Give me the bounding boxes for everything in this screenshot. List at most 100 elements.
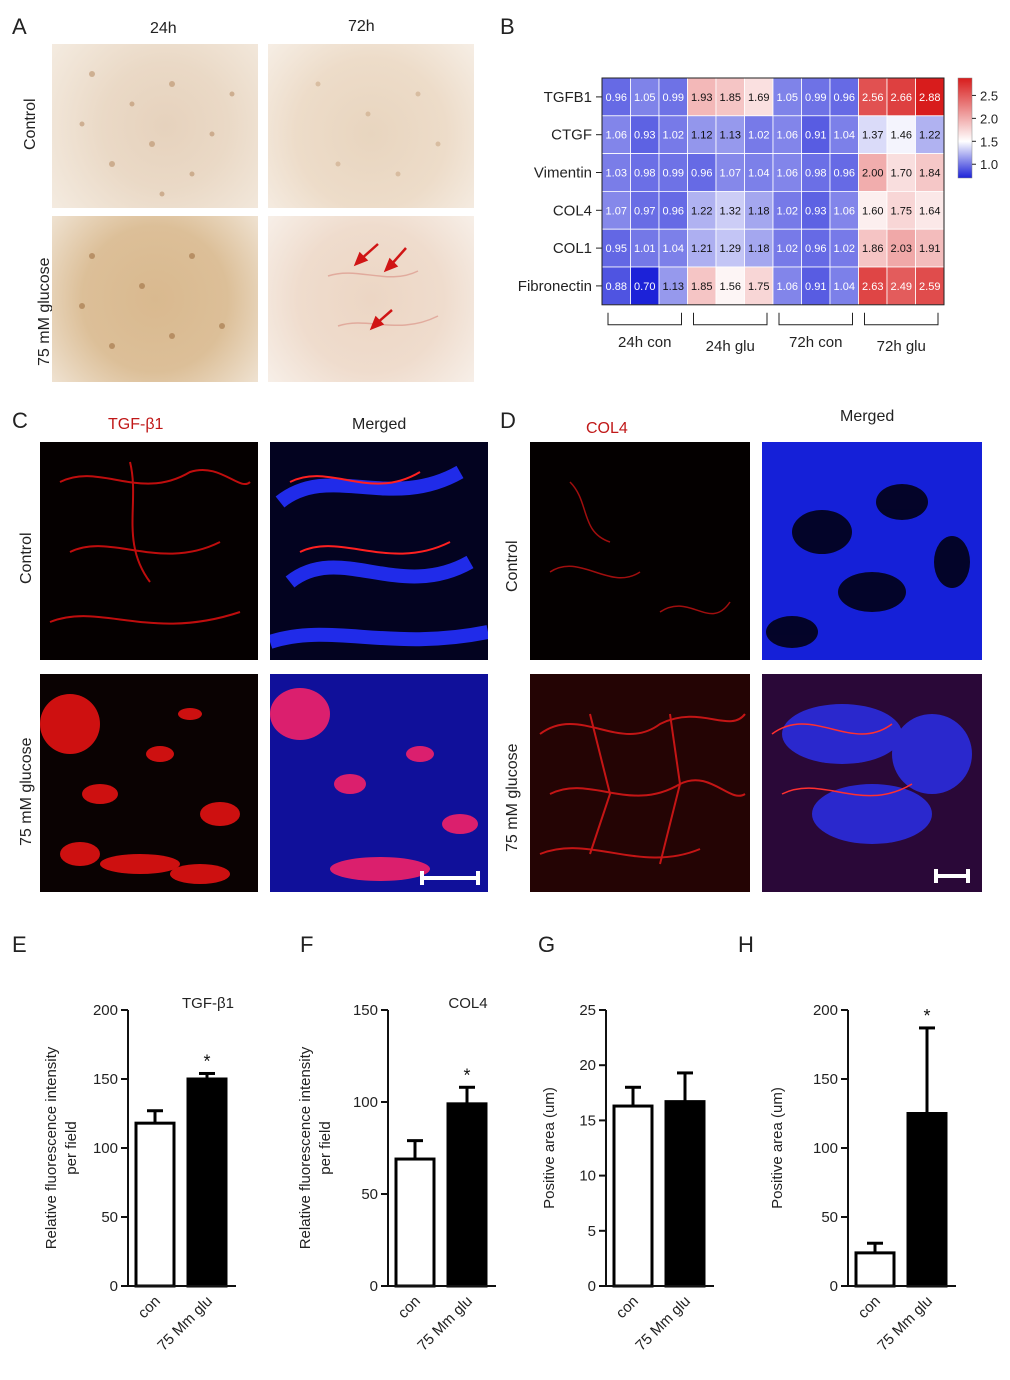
significance-marker: * — [923, 1006, 930, 1026]
panel-c-row-glucose: 75 mM glucose — [18, 737, 35, 847]
colorbar-tick-label: 2.5 — [980, 88, 998, 103]
bar — [612, 1104, 654, 1288]
y-tick-label: 20 — [579, 1057, 596, 1074]
heatmap-group-label: 24h glu — [706, 338, 755, 355]
scale-bar — [934, 869, 970, 883]
heatmap-cell — [630, 228, 660, 268]
heatmap-cell — [801, 228, 831, 268]
heatmap-cell-value: 1.13 — [663, 281, 684, 293]
heatmap-cell-value: 0.96 — [834, 92, 855, 104]
heatmap-cell-value: 1.91 — [919, 243, 940, 255]
heatmap-cell — [715, 228, 745, 268]
heatmap-cell-value: 1.21 — [691, 243, 712, 255]
heatmap-group-bracket — [778, 312, 853, 326]
y-tick-label: 100 — [353, 1094, 378, 1111]
panel-label-f: F — [300, 932, 314, 957]
heatmap-group-label: 72h con — [789, 334, 842, 351]
panel-d-col-merged: Merged — [840, 408, 895, 425]
heatmap-cell-value: 0.96 — [663, 205, 684, 217]
heatmap-cell-value: 0.70 — [634, 281, 655, 293]
heatmap-cell-value: 1.84 — [919, 168, 940, 180]
ihc-image-control-72h — [268, 44, 474, 208]
heatmap-row-label: TGFB1 — [544, 89, 592, 106]
heatmap-cell-value: 1.86 — [862, 243, 883, 255]
bar-chart-col4: 0 50 100 150 Relative fluorescence intensity… — [297, 995, 496, 1354]
panel-label-g: G — [538, 932, 556, 957]
heatmap-cell-value: 2.49 — [891, 281, 912, 293]
panel-label-h: H — [738, 932, 754, 957]
panel-c-row-control: Control — [18, 532, 35, 584]
heatmap-cell — [915, 266, 945, 306]
panel-c-col-merged: Merged — [352, 416, 407, 433]
y-axis-label: Positive area (um) — [769, 1087, 786, 1209]
heatmap-cell-value: 1.03 — [606, 168, 627, 180]
bar-chart-positive-area-h: 0 50 100 150 200 Positive area (um) con * 75 Mm … — [769, 1002, 956, 1354]
heatmap-cell — [915, 190, 945, 230]
fluorescence-tgfb1-glucose — [40, 674, 258, 892]
y-tick-label: 150 — [353, 1002, 378, 1019]
heatmap-cell — [715, 266, 745, 306]
heatmap-cell — [630, 190, 660, 230]
heatmap-row-label: Fibronectin — [518, 278, 592, 295]
fluorescence-col4-control-merged — [762, 442, 982, 660]
x-tick-label: 75 Mm glu — [632, 1293, 694, 1355]
heatmap-cell — [630, 266, 660, 306]
panel-d-row-glucose: 75 mM glucose — [504, 743, 521, 853]
heatmap-cell-value: 1.06 — [777, 168, 798, 180]
heatmap-cell — [858, 266, 888, 306]
heatmap-cell-value: 1.29 — [720, 243, 741, 255]
heatmap-cell-value: 1.64 — [919, 205, 940, 217]
heatmap-cell — [829, 190, 859, 230]
bar — [906, 1112, 948, 1288]
heatmap-cell — [915, 115, 945, 154]
heatmap-group-bracket — [607, 312, 682, 326]
x-tick-label: con — [395, 1293, 424, 1322]
heatmap-cell-value: 1.93 — [691, 92, 712, 104]
heatmap-cell-value: 2.63 — [862, 281, 883, 293]
heatmap-cell-value: 0.96 — [834, 168, 855, 180]
chart-title: TGF-β1 — [182, 995, 234, 1012]
heatmap-cell — [687, 190, 717, 230]
y-tick-label: 200 — [813, 1002, 838, 1019]
bar — [394, 1157, 436, 1288]
heatmap-cell — [744, 115, 774, 154]
y-tick-label: 5 — [588, 1223, 596, 1240]
significance-marker: * — [463, 1065, 470, 1085]
scale-bar — [420, 871, 480, 885]
red-arrow-icon — [353, 243, 407, 331]
heatmap-cell-value: 0.97 — [634, 205, 655, 217]
heatmap-cell — [658, 266, 688, 306]
y-tick-label: 15 — [579, 1112, 596, 1129]
heatmap-cell — [915, 153, 945, 192]
heatmap-cell — [630, 115, 660, 154]
heatmap-cell — [601, 190, 631, 230]
y-tick-label: 100 — [813, 1140, 838, 1157]
y-axis-label: per field — [317, 1121, 334, 1174]
y-axis-label: Relative fluorescence intensity — [297, 1046, 314, 1249]
heatmap-cell-value: 1.06 — [606, 130, 627, 142]
significance-marker: * — [203, 1051, 210, 1071]
heatmap-cell-value: 0.93 — [634, 130, 655, 142]
heatmap-cell — [715, 190, 745, 230]
heatmap-cell-value: 2.88 — [919, 92, 940, 104]
heatmap-cell — [601, 115, 631, 154]
fluorescence-tgfb1-control-merged — [270, 442, 488, 660]
heatmap-cell-value: 0.96 — [691, 168, 712, 180]
panel-a-row-control: Control — [22, 98, 39, 150]
heatmap-cell-value: 1.37 — [862, 130, 883, 142]
panel-label-d: D — [500, 408, 516, 433]
heatmap-cell-value: 1.70 — [891, 168, 912, 180]
heatmap-group-label: 72h glu — [877, 338, 926, 355]
y-tick-label: 0 — [588, 1278, 596, 1295]
y-tick-label: 50 — [361, 1186, 378, 1203]
heatmap-cell — [801, 77, 831, 117]
y-tick-label: 150 — [813, 1071, 838, 1088]
panel-c-col-stain: TGF-β1 — [108, 416, 164, 433]
heatmap-cell-value: 0.99 — [663, 92, 684, 104]
fluorescence-col4-glucose — [530, 674, 750, 892]
chart-title: COL4 — [448, 995, 487, 1012]
heatmap-cell-value: 0.98 — [805, 168, 826, 180]
heatmap-cell — [744, 190, 774, 230]
heatmap-cell-value: 0.99 — [663, 168, 684, 180]
x-tick-label: con — [855, 1293, 884, 1322]
